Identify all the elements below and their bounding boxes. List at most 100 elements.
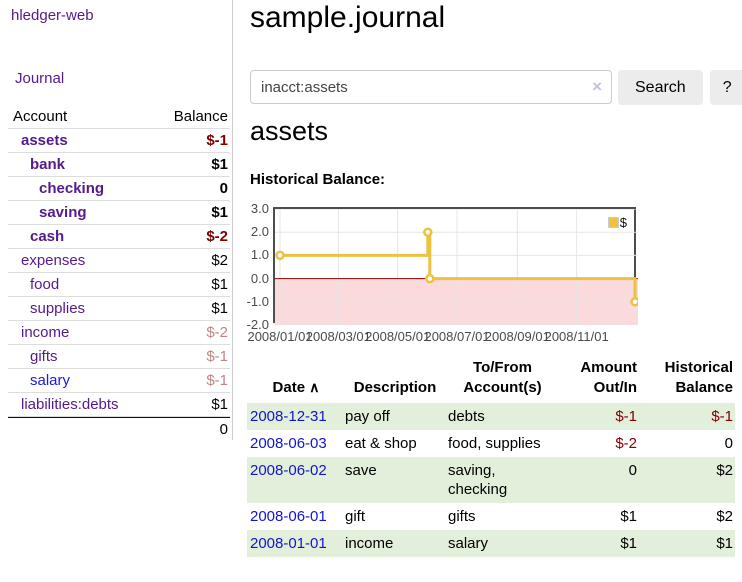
- sidebar-account-row[interactable]: liabilities:debts $1: [8, 393, 230, 417]
- description-column-header: Description: [353, 379, 437, 396]
- account-link-gifts[interactable]: gifts: [30, 348, 58, 365]
- account-balance: $-1: [206, 372, 228, 389]
- search-input[interactable]: [250, 70, 612, 104]
- y-axis-tick-label: -1.0: [246, 293, 269, 309]
- sidebar-total-row: 0: [8, 417, 230, 441]
- app-title-link[interactable]: hledger-web: [11, 7, 94, 24]
- transaction-balance: $1: [716, 535, 733, 552]
- account-link-saving[interactable]: saving: [39, 204, 87, 221]
- account-balance: $1: [211, 156, 228, 173]
- transaction-date-link[interactable]: 2008-12-31: [250, 408, 327, 425]
- sidebar-total-balance: 0: [219, 421, 228, 438]
- transaction-description: pay off: [345, 408, 390, 425]
- transaction-balance: $2: [716, 462, 733, 479]
- sidebar-accounts-header: Account Balance: [8, 105, 230, 129]
- y-axis-tick-label: 0.0: [250, 270, 269, 286]
- chart-title: Historical Balance:: [250, 171, 386, 188]
- account-link-assets[interactable]: assets: [21, 132, 68, 149]
- x-axis-tick-label: 2008/01/01: [247, 329, 313, 344]
- y-axis-tick-label: -2.0: [246, 317, 269, 332]
- amount-column-header: Amount Out/In: [580, 359, 637, 396]
- sidebar-account-row[interactable]: expenses $2: [8, 249, 230, 273]
- x-axis-tick-label: 2008/07/01: [424, 329, 490, 344]
- sort-ascending-icon: ∧: [309, 379, 320, 395]
- transaction-date-link[interactable]: 2008-06-01: [250, 508, 327, 525]
- transaction-accounts: debts: [448, 408, 485, 425]
- sidebar-account-row[interactable]: food $1: [8, 273, 230, 297]
- account-link-salary[interactable]: salary: [30, 372, 71, 389]
- sidebar-divider: [232, 0, 233, 440]
- register-table: Date ∧ Description To/From Account(s) Am…: [247, 356, 735, 557]
- page-title: sample.journal: [250, 1, 446, 34]
- account-link-liabilities-debts[interactable]: liabilities:debts: [21, 396, 119, 413]
- account-balance: $1: [211, 276, 228, 293]
- account-balance: 0: [219, 180, 228, 197]
- sidebar-account-row[interactable]: supplies $1: [8, 297, 230, 321]
- account-link-checking[interactable]: checking: [39, 180, 105, 197]
- transaction-amount: $1: [620, 508, 637, 525]
- register-row[interactable]: 2008-06-01 gift gifts $1 $2: [247, 503, 735, 530]
- account-balance: $-2: [206, 228, 228, 245]
- transaction-balance: 0: [724, 435, 733, 452]
- account-link-supplies[interactable]: supplies: [30, 300, 86, 317]
- transaction-accounts: food, supplies: [448, 435, 541, 452]
- sidebar-account-row[interactable]: salary $-1: [8, 369, 230, 393]
- historical-column-header: Historical Balance: [664, 359, 733, 396]
- sidebar-account-row[interactable]: bank $1: [8, 153, 230, 177]
- sidebar-account-row[interactable]: gifts $-1: [8, 345, 230, 369]
- transaction-amount: $1: [620, 535, 637, 552]
- register-row[interactable]: 2008-06-02 save saving, checking 0 $2: [247, 457, 735, 503]
- sidebar-account-row[interactable]: saving $1: [8, 201, 230, 225]
- transaction-date-link[interactable]: 2008-06-02: [250, 462, 327, 479]
- account-link-expenses[interactable]: expenses: [21, 252, 86, 269]
- sidebar-account-row[interactable]: assets $-1: [8, 129, 230, 153]
- help-button[interactable]: ?: [709, 70, 742, 105]
- transaction-date-link[interactable]: 2008-01-01: [250, 535, 327, 552]
- transaction-date-link[interactable]: 2008-06-03: [250, 435, 327, 452]
- transaction-description: save: [345, 462, 377, 479]
- transaction-amount: 0: [628, 462, 637, 479]
- register-row[interactable]: 2008-12-31 pay off debts $-1 $-1: [247, 403, 735, 430]
- sidebar-account-row[interactable]: checking 0: [8, 177, 230, 201]
- legend-swatch-icon: [607, 217, 619, 228]
- chart-plot-svg: [275, 209, 638, 325]
- historical-balance-chart: $ 3.0 2.0 1.0 0.0 -1.0 -2.0 2008/01/01 2008/03/…: [243, 201, 742, 353]
- account-link-cash[interactable]: cash: [30, 228, 65, 245]
- tofrom-column-header: To/From Account(s): [463, 359, 542, 396]
- transaction-balance: $2: [716, 508, 733, 525]
- account-balance: $2: [211, 252, 228, 269]
- sidebar-account-row[interactable]: cash $-2: [8, 225, 230, 249]
- account-link-bank[interactable]: bank: [30, 156, 66, 173]
- chart-legend: $: [607, 215, 627, 230]
- x-axis-tick-label: 2008/05/01: [365, 329, 431, 344]
- transaction-description: gift: [345, 508, 366, 525]
- transaction-amount: $-1: [615, 408, 637, 425]
- transaction-balance: $-1: [711, 408, 733, 425]
- register-row[interactable]: 2008-01-01 income salary $1 $1: [247, 530, 735, 557]
- transaction-accounts: saving, checking: [448, 462, 508, 498]
- account-balance: $-2: [206, 324, 228, 341]
- date-column-header[interactable]: Date ∧: [272, 379, 320, 396]
- y-axis-tick-label: 3.0: [250, 201, 269, 216]
- register-row[interactable]: 2008-06-03 eat & shop food, supplies $-2…: [247, 430, 735, 457]
- account-balance: $1: [211, 396, 228, 413]
- search-button[interactable]: Search: [618, 70, 703, 105]
- sidebar-accounts-table: Account Balance assets $-1 bank $1 check…: [8, 105, 230, 441]
- legend-label: $: [619, 215, 627, 230]
- chart-plot-area[interactable]: $: [273, 207, 638, 325]
- clear-search-icon[interactable]: ×: [592, 77, 602, 96]
- sidebar-account-row[interactable]: income $-2: [8, 321, 230, 345]
- account-link-food[interactable]: food: [30, 276, 60, 293]
- transaction-description: eat & shop: [345, 435, 417, 452]
- y-axis-tick-label: 1.0: [250, 247, 269, 263]
- account-heading: assets: [250, 116, 329, 146]
- sidebar-item-journal[interactable]: Journal: [15, 70, 65, 87]
- account-column-header: Account: [13, 108, 68, 125]
- account-link-income[interactable]: income: [21, 324, 70, 341]
- account-balance: $1: [211, 204, 228, 221]
- x-axis-tick-label: 2008/09/01: [484, 329, 550, 344]
- account-balance: $-1: [206, 132, 228, 149]
- transaction-accounts: gifts: [448, 508, 476, 525]
- account-balance: $-1: [206, 348, 228, 365]
- transaction-description: income: [345, 535, 394, 552]
